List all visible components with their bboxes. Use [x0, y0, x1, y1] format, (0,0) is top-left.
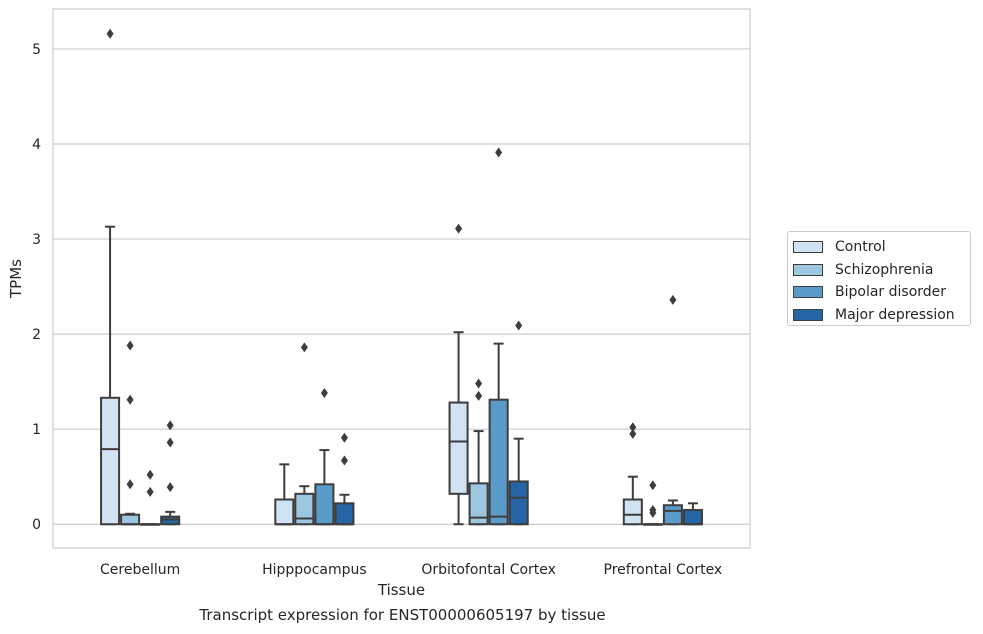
x-tick-labels: Cerebellum Hipppocampus Orbitofontal Corte…: [100, 562, 722, 578]
box: [448, 401, 469, 495]
legend-label-major-depression: Major depression: [835, 306, 955, 323]
outlier-point: [629, 428, 637, 439]
outlier-point: [166, 482, 174, 493]
x-tick-label: Hipppocampus: [262, 562, 367, 578]
outlier-point: [166, 420, 174, 431]
box: [334, 502, 355, 526]
outlier-point: [146, 469, 154, 480]
outlier-point: [320, 388, 328, 399]
y-tick-label: 2: [32, 327, 41, 343]
y-axis-label: TPMs: [7, 259, 25, 299]
outlier-point: [166, 437, 174, 448]
legend-swatch-major-depression: [793, 308, 823, 321]
legend-label-control: Control: [835, 239, 886, 256]
outlier-point: [669, 294, 677, 305]
legend-label-bipolar-disorder: Bipolar disorder: [835, 284, 947, 301]
outlier-point: [300, 342, 308, 353]
box: [622, 498, 643, 526]
y-tick-label: 3: [32, 232, 41, 248]
box: [662, 504, 683, 526]
box: [682, 508, 703, 526]
box: [100, 396, 121, 526]
legend-swatch-schizophrenia: [793, 263, 823, 276]
x-axis-label: Tissue: [377, 581, 425, 599]
legend-swatch-control: [793, 241, 823, 254]
legend-item-control: Control: [793, 236, 964, 259]
box: [294, 492, 315, 526]
y-tick-labels: 0 1 2 3 4 5: [32, 42, 41, 533]
legend-label-schizophrenia: Schizophrenia: [835, 261, 934, 278]
outlier-point: [649, 480, 657, 491]
y-tick-label: 4: [32, 137, 41, 153]
box: [274, 498, 295, 526]
outlier-point: [475, 378, 483, 389]
outlier-point: [515, 320, 523, 331]
outlier-point: [629, 422, 637, 433]
legend-item-major-depression: Major depression: [793, 304, 964, 327]
outlier-point: [126, 340, 134, 351]
legend: Control Schizophrenia Bipolar disorder M…: [787, 231, 971, 326]
outlier-point: [146, 486, 154, 497]
outlier-point: [495, 147, 503, 158]
box: [468, 482, 489, 526]
box: [120, 513, 141, 526]
plot-frame: [52, 8, 751, 549]
outlier-point: [455, 223, 463, 234]
outlier-point: [649, 504, 657, 515]
x-tick-label: Prefrontal Cortex: [604, 562, 723, 578]
outlier-point: [475, 390, 483, 401]
legend-item-schizophrenia: Schizophrenia: [793, 259, 964, 282]
legend-swatch-bipolar-disorder: [793, 286, 823, 299]
y-tick-label: 1: [32, 422, 41, 438]
box: [314, 483, 335, 526]
gridlines: [53, 48, 750, 525]
x-tick-label: Orbitofontal Cortex: [421, 562, 556, 578]
outlier-point: [340, 455, 348, 466]
outlier-point: [126, 394, 134, 405]
outlier-point: [340, 432, 348, 443]
box: [508, 480, 529, 526]
boxes-layer: [100, 28, 703, 526]
outlier-point: [106, 28, 114, 39]
box: [488, 398, 509, 526]
chart-caption: Transcript expression for ENST0000060519…: [199, 606, 606, 624]
outlier-point: [126, 479, 134, 490]
x-tick-label: Cerebellum: [100, 562, 180, 578]
legend-item-bipolar-disorder: Bipolar disorder: [793, 281, 964, 304]
y-tick-label: 0: [32, 517, 41, 533]
y-tick-label: 5: [32, 42, 41, 58]
